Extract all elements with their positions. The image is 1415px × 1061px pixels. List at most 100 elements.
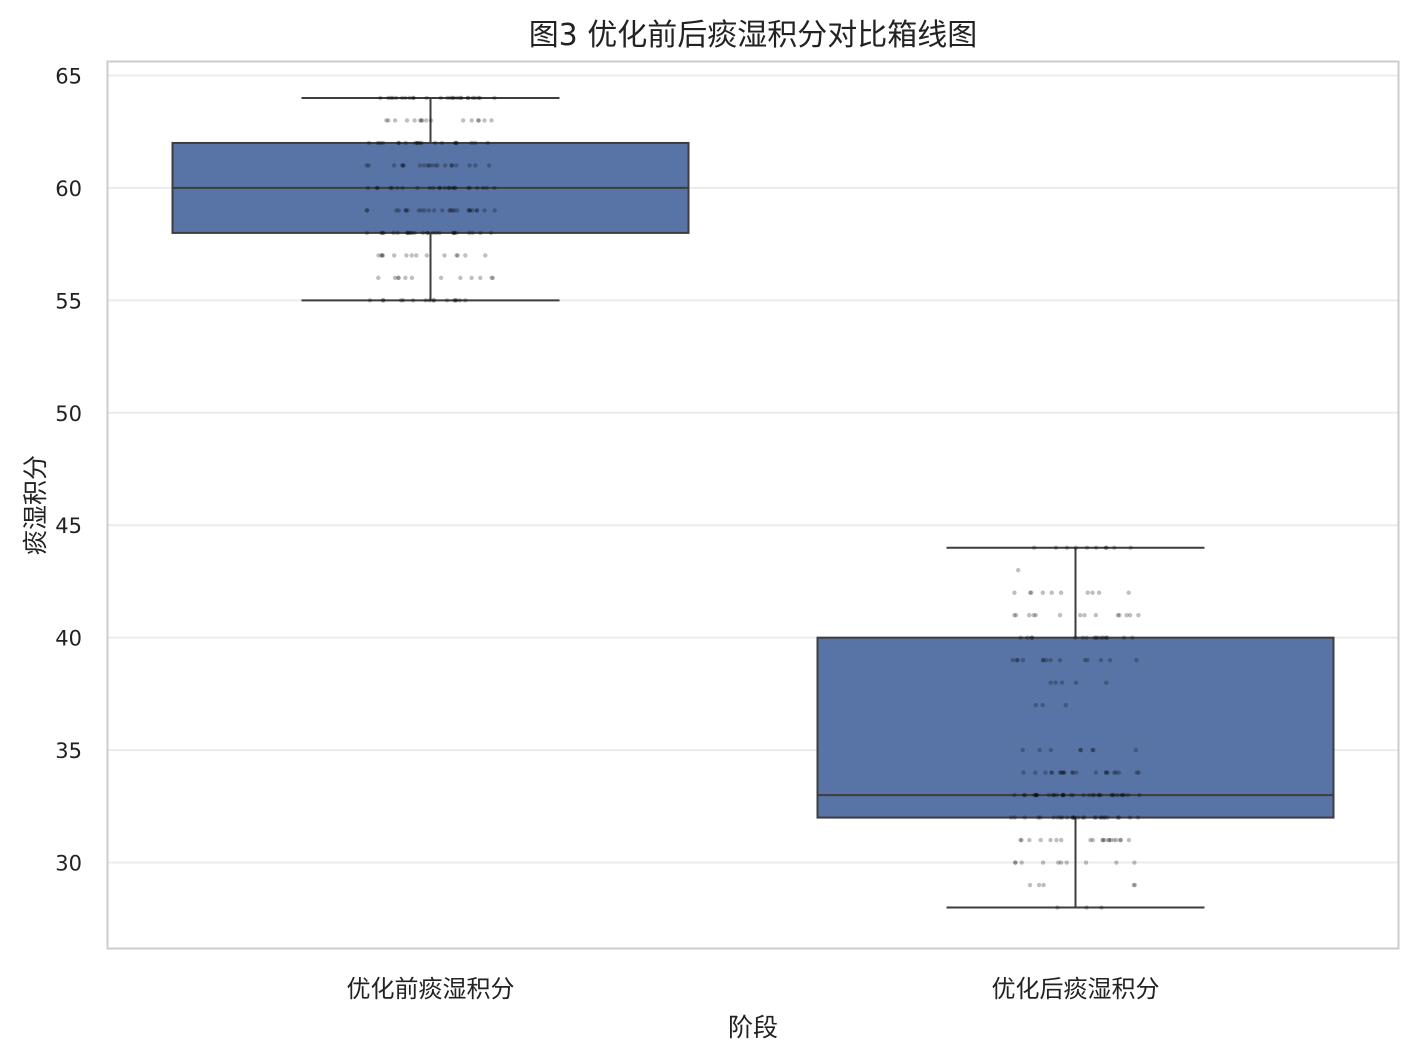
- data-point: [391, 163, 397, 168]
- data-point: [486, 163, 492, 168]
- data-point: [1098, 815, 1103, 820]
- data-point: [475, 185, 480, 191]
- data-point: [452, 230, 457, 236]
- data-point: [1015, 657, 1020, 663]
- data-point: [485, 140, 490, 146]
- data-point: [400, 298, 406, 303]
- data-point: [1059, 837, 1064, 843]
- data-point: [1130, 635, 1135, 640]
- data-point: [1013, 860, 1018, 865]
- data-point: [1059, 815, 1065, 820]
- data-point: [425, 230, 430, 236]
- data-point: [469, 118, 474, 123]
- y-tick-labels: 30 35 40 45 50 55 60 65: [55, 64, 82, 875]
- data-point: [492, 185, 497, 191]
- data-point: [1058, 860, 1064, 865]
- data-point: [1025, 635, 1030, 640]
- data-point: [1112, 770, 1117, 775]
- data-point: [1104, 680, 1109, 685]
- data-point: [474, 208, 480, 213]
- data-point: [1131, 882, 1137, 888]
- data-point: [428, 118, 434, 123]
- data-point: [1049, 770, 1054, 775]
- data-point: [1121, 635, 1127, 640]
- data-point: [396, 208, 401, 213]
- data-point: [409, 275, 415, 281]
- data-point: [389, 185, 395, 191]
- data-point: [426, 163, 432, 168]
- data-point: [395, 185, 400, 191]
- data-point: [1115, 612, 1121, 618]
- data-point: [476, 118, 481, 123]
- data-point: [427, 298, 432, 303]
- data-point: [415, 185, 420, 191]
- data-point: [1060, 792, 1066, 798]
- data-point: [1061, 770, 1067, 775]
- data-point: [419, 140, 424, 146]
- data-point: [1012, 792, 1017, 798]
- data-point: [379, 230, 384, 236]
- data-point: [392, 253, 397, 258]
- data-point: [1057, 657, 1063, 663]
- data-point: [1059, 680, 1065, 685]
- data-point: [400, 163, 405, 168]
- data-point: [448, 95, 453, 101]
- data-point: [425, 230, 430, 236]
- data-point: [1114, 837, 1119, 843]
- data-point: [1040, 860, 1046, 865]
- data-point: [1018, 837, 1023, 843]
- data-point: [448, 208, 453, 213]
- data-point: [388, 95, 393, 101]
- data-point: [1040, 590, 1046, 595]
- data-point: [476, 95, 481, 101]
- data-point: [1054, 837, 1059, 843]
- data-point: [391, 230, 396, 236]
- data-point: [417, 140, 423, 146]
- data-point: [1072, 815, 1077, 820]
- box-group-2: [816, 546, 1335, 909]
- data-point: [1062, 770, 1067, 775]
- data-point: [1084, 635, 1089, 640]
- data-point: [1093, 770, 1099, 775]
- data-point: [454, 140, 459, 146]
- data-point: [1051, 815, 1056, 820]
- data-point: [454, 230, 459, 236]
- data-point: [415, 140, 420, 146]
- data-point: [420, 230, 426, 236]
- data-point: [1073, 545, 1079, 550]
- data-point: [396, 275, 401, 281]
- data-point: [477, 95, 483, 101]
- data-point: [451, 230, 456, 236]
- data-point: [400, 185, 405, 191]
- data-point: [1055, 815, 1060, 820]
- data-point: [463, 253, 468, 258]
- data-point: [482, 118, 487, 123]
- data-point: [409, 230, 415, 236]
- data-point: [1073, 635, 1078, 640]
- data-point: [1029, 635, 1035, 640]
- data-point: [450, 185, 455, 191]
- data-point: [1100, 837, 1105, 843]
- data-point: [1049, 770, 1055, 775]
- data-point: [1008, 815, 1014, 820]
- data-point: [416, 208, 421, 213]
- data-point: [1028, 590, 1033, 595]
- data-point: [381, 230, 386, 236]
- data-point: [1108, 837, 1114, 843]
- data-point: [1136, 770, 1141, 775]
- data-point: [425, 163, 430, 168]
- data-point: [449, 163, 455, 168]
- data-point: [1118, 837, 1123, 843]
- data-point: [1101, 635, 1106, 640]
- data-point: [473, 163, 478, 168]
- data-point: [398, 298, 404, 303]
- data-point: [1041, 657, 1046, 663]
- data-point: [454, 140, 459, 146]
- data-point: [1012, 815, 1017, 820]
- data-point: [1034, 792, 1040, 798]
- data-point: [1070, 792, 1076, 798]
- data-point: [1048, 837, 1053, 843]
- data-point: [1111, 837, 1117, 843]
- data-point: [1110, 792, 1115, 798]
- data-point: [1034, 792, 1039, 798]
